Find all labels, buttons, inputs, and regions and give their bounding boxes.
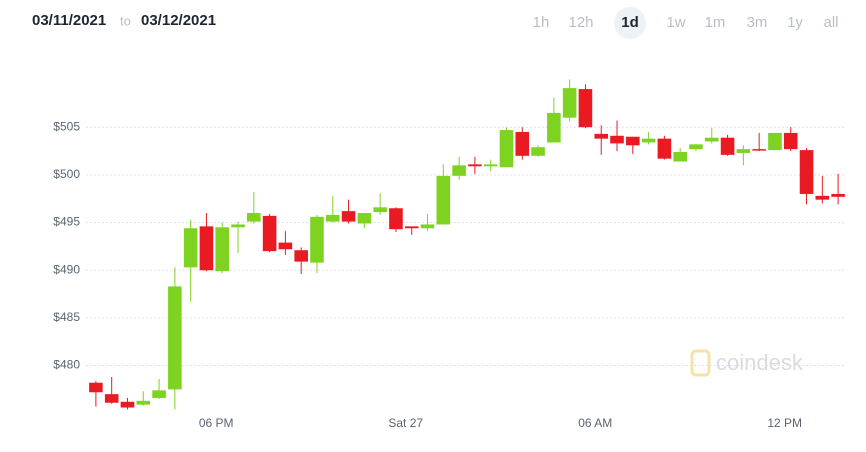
x-tick-label: Sat 27 [388, 416, 423, 430]
candle-body [452, 165, 466, 176]
y-tick-label: $490 [53, 262, 80, 276]
date-to-word: to [120, 13, 131, 28]
candle-body [515, 131, 530, 156]
x-tick-label: 06 AM [578, 416, 612, 430]
range-button[interactable]: 1y [787, 14, 803, 31]
candle-body [578, 89, 593, 128]
candle-body [357, 213, 372, 224]
candle-body [215, 227, 230, 272]
candle-body [183, 228, 198, 268]
candle-body [531, 147, 545, 156]
candle-body [420, 224, 435, 229]
range-button[interactable]: 3m [747, 14, 768, 31]
candle-body [815, 195, 830, 200]
candle-body [468, 164, 482, 167]
candle-body [704, 137, 719, 142]
date-from: 03/11/2021 [32, 12, 106, 29]
candle-body [89, 382, 103, 393]
watermark: coindesk [716, 350, 804, 375]
y-tick-label: $495 [53, 215, 80, 229]
range-button[interactable]: 1m [705, 14, 726, 31]
candle-body [404, 226, 419, 229]
candle-body [136, 400, 151, 405]
candle-body [389, 208, 403, 230]
range-button[interactable]: 1w [666, 14, 685, 31]
candle-body [689, 144, 703, 150]
candle-body [262, 215, 277, 252]
candle-body [278, 242, 293, 250]
candle-body [831, 193, 845, 197]
candle-body [325, 214, 340, 222]
candle-body [657, 138, 672, 159]
x-tick-label: 12 PM [767, 416, 802, 430]
candle-body [641, 138, 656, 143]
y-tick-label: $480 [53, 358, 80, 372]
candle-body [547, 112, 561, 143]
candle-body [199, 226, 214, 271]
candle-body [626, 136, 640, 146]
candle-body [373, 207, 387, 213]
candle-body [720, 137, 735, 155]
candle-body [152, 390, 166, 398]
date-to: 03/12/2021 [141, 12, 216, 29]
candle-body [120, 401, 135, 408]
candle-body [594, 133, 609, 139]
candle-body [562, 88, 577, 118]
range-button[interactable]: 1h [533, 14, 550, 31]
candle-body [768, 132, 782, 151]
candle-body [231, 224, 245, 228]
watermark-logo [690, 349, 711, 377]
range-button[interactable]: all [823, 14, 838, 31]
candle-body [673, 151, 687, 162]
candle-body [168, 286, 182, 390]
candle-body [341, 211, 356, 222]
candle-body [294, 250, 308, 262]
candle-body [483, 164, 498, 167]
y-tick-label: $485 [53, 310, 80, 324]
candle-body [799, 150, 814, 194]
candle-body [783, 132, 798, 150]
candle-body [104, 394, 119, 403]
y-tick-label: $500 [53, 167, 80, 181]
candle-body [736, 149, 751, 153]
candle-body [247, 213, 261, 222]
y-tick-label: $505 [53, 119, 80, 133]
range-button[interactable]: 12h [568, 14, 593, 31]
candle-body [610, 135, 624, 144]
range-button[interactable]: 1d [621, 14, 639, 31]
x-tick-label: 06 PM [199, 416, 234, 430]
candle-body [310, 216, 324, 263]
candle-body [752, 149, 766, 151]
candle-body [499, 130, 514, 168]
range-selected-bg [614, 7, 646, 39]
candle-body [436, 175, 451, 225]
